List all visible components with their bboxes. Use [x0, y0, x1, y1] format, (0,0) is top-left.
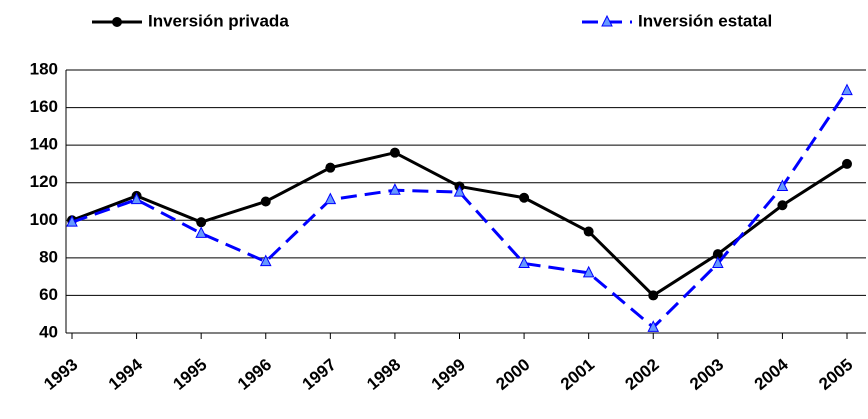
point — [518, 256, 530, 268]
point — [582, 265, 595, 278]
y-tick-label: 100 — [30, 210, 58, 229]
point — [776, 179, 789, 191]
y-tick-label: 60 — [39, 285, 58, 304]
y-tick-label: 120 — [30, 172, 58, 191]
legend-label: Inversión privada — [148, 11, 289, 30]
x-tick-label: 2004 — [751, 355, 793, 394]
point — [453, 184, 466, 197]
point — [195, 226, 207, 238]
point — [841, 83, 853, 96]
series-line — [71, 151, 848, 298]
y-tick-label: 40 — [39, 322, 58, 341]
x-tick-label: 1997 — [299, 355, 340, 394]
point — [648, 290, 659, 301]
x-tick-label: 1999 — [428, 355, 469, 394]
x-tick-label: 1993 — [40, 355, 81, 394]
legend-marker — [112, 17, 122, 27]
x-tick-label: 1998 — [363, 355, 404, 394]
point — [583, 226, 594, 237]
point — [196, 217, 207, 228]
x-tick-label: 2003 — [686, 355, 727, 394]
point — [712, 256, 724, 268]
y-tick-label: 140 — [30, 135, 58, 154]
point — [712, 249, 723, 260]
point — [259, 254, 272, 267]
y-tick-label: 180 — [30, 59, 58, 78]
x-tick-label: 2000 — [492, 355, 533, 394]
point — [389, 147, 400, 158]
point — [260, 196, 271, 207]
x-tick-label: 2005 — [815, 355, 856, 394]
x-tick-label: 1995 — [169, 355, 210, 394]
x-tick-label: 1994 — [105, 355, 147, 394]
point — [389, 183, 401, 195]
series-line — [71, 89, 849, 330]
y-tick-label: 80 — [39, 247, 58, 266]
point — [325, 162, 336, 173]
x-tick-label: 2002 — [622, 355, 663, 394]
y-tick-label: 160 — [30, 97, 58, 116]
legend-label: Inversión estatal — [638, 11, 772, 30]
legend-marker — [601, 14, 613, 27]
point — [519, 192, 530, 203]
point — [777, 200, 788, 211]
x-tick-label: 1996 — [234, 355, 275, 394]
point — [324, 192, 337, 205]
point — [647, 320, 660, 332]
point — [66, 215, 78, 227]
x-tick-label: 2001 — [557, 355, 598, 394]
point — [842, 158, 852, 169]
point — [130, 192, 143, 205]
